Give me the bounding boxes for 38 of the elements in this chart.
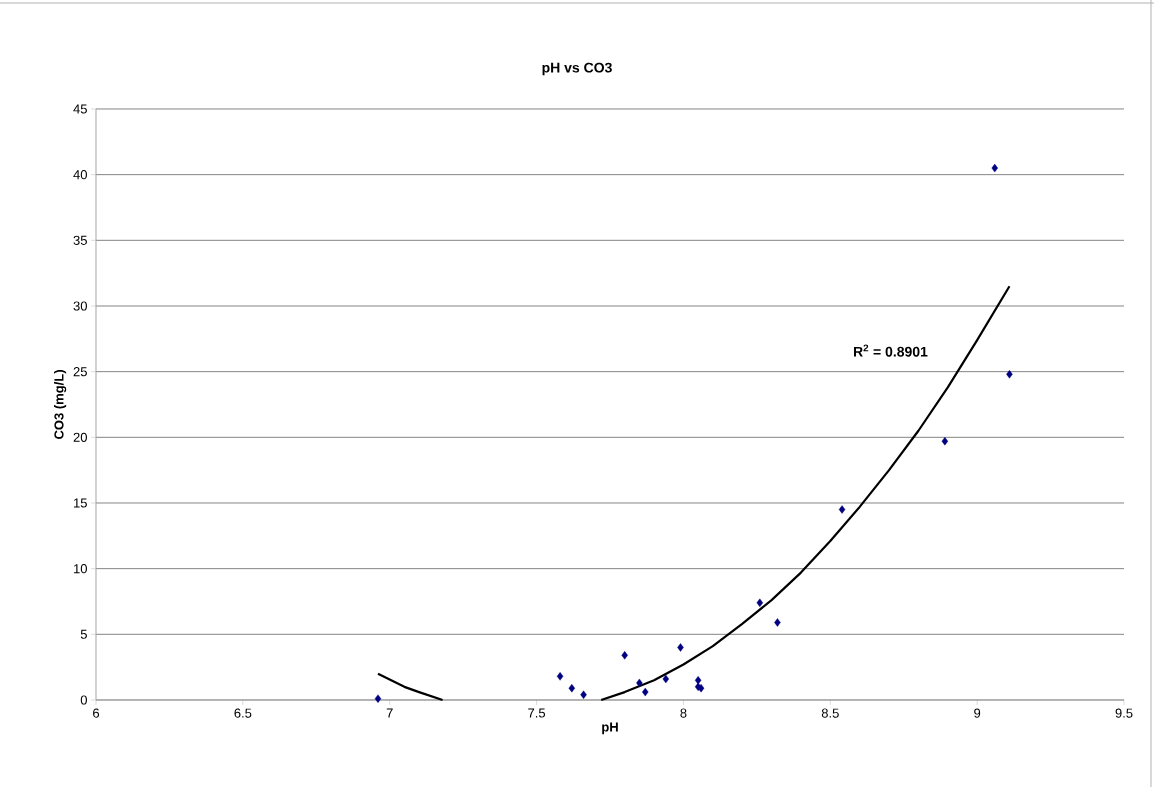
- x-tick-label: 8: [680, 708, 687, 718]
- y-tick-label: 15: [74, 498, 87, 508]
- y-tick-label: 30: [73, 301, 87, 311]
- point: [374, 694, 382, 703]
- x-tick-label: 7: [386, 708, 393, 718]
- y-tick-label: 35: [73, 235, 87, 245]
- y-tick-label: 25: [73, 367, 87, 377]
- point: [1006, 370, 1013, 379]
- point: [580, 690, 587, 699]
- y-tick-label: 20: [73, 432, 87, 442]
- y-tick-label: 0: [80, 695, 87, 705]
- point: [991, 163, 998, 173]
- point: [621, 651, 628, 660]
- y-tick-label: 40: [73, 170, 87, 180]
- point: [568, 683, 576, 693]
- x-tick-label: 9.5: [1115, 708, 1133, 718]
- point: [556, 672, 564, 681]
- y-tick-label: 10: [74, 564, 87, 574]
- point: [636, 678, 643, 688]
- x-tick-label: 9: [974, 708, 981, 718]
- chart-title: pH vs CO3: [542, 62, 612, 76]
- point: [756, 598, 763, 607]
- point: [694, 676, 702, 685]
- x-tick-label: 6: [93, 708, 100, 718]
- annotation: R$^{2}$ = 0.8901: [853, 344, 928, 357]
- y-tick-label: 45: [73, 104, 87, 114]
- point: [838, 505, 846, 514]
- point: [941, 437, 949, 446]
- point: [774, 618, 781, 627]
- x-tick-label: 8.5: [821, 708, 839, 718]
- x-tick-label: 6.5: [234, 708, 252, 718]
- y-axis-title: CO3 (mg/L): [54, 370, 67, 439]
- point: [642, 687, 649, 697]
- x-axis-title: pH: [602, 722, 618, 735]
- point: [662, 674, 670, 684]
- point: [677, 643, 684, 652]
- x-tick-label: 7.5: [528, 708, 546, 718]
- y-tick-label: 5: [80, 629, 87, 639]
